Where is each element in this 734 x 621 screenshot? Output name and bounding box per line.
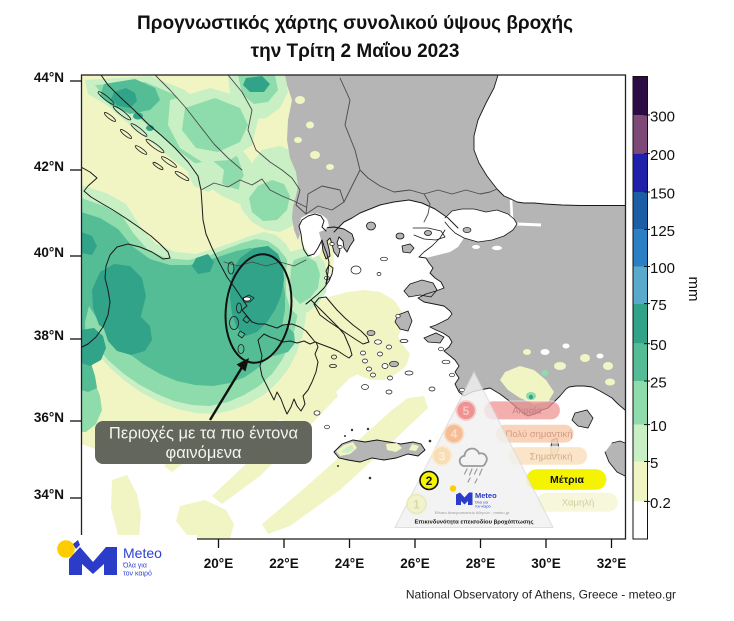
svg-text:Σημαντική: Σημαντική <box>530 452 573 463</box>
svg-text:Meteo: Meteo <box>123 545 162 561</box>
svg-text:τον καιρό: τον καιρό <box>475 505 491 509</box>
svg-text:25: 25 <box>650 375 667 392</box>
svg-text:36°N: 36°N <box>34 410 64 425</box>
svg-text:Περιοχές με τα πιο έντονα: Περιοχές με τα πιο έντονα <box>109 425 299 443</box>
svg-text:75: 75 <box>650 297 667 314</box>
svg-text:24°E: 24°E <box>335 556 364 571</box>
svg-text:200: 200 <box>650 147 675 164</box>
svg-text:Meteo: Meteo <box>475 491 497 500</box>
svg-text:22°E: 22°E <box>269 556 298 571</box>
svg-text:Ακραία: Ακραία <box>512 406 542 417</box>
svg-text:Προγνωστικός χάρτης συνολικού: Προγνωστικός χάρτης συνολικού ύψους βροχ… <box>137 13 573 34</box>
svg-text:5: 5 <box>463 404 470 418</box>
svg-text:30°E: 30°E <box>531 556 560 571</box>
svg-text:34°N: 34°N <box>34 487 64 502</box>
svg-text:Μέτρια: Μέτρια <box>550 474 585 486</box>
svg-text:φαινόμενα: φαινόμενα <box>166 444 242 462</box>
svg-text:4: 4 <box>451 427 458 441</box>
svg-text:125: 125 <box>650 223 675 240</box>
svg-text:100: 100 <box>650 260 675 277</box>
svg-text:3: 3 <box>439 449 446 463</box>
svg-text:National Observatory of Athens: National Observatory of Athens, Greece -… <box>406 588 676 602</box>
svg-text:26°E: 26°E <box>400 556 429 571</box>
svg-text:Εθνικό Αστεροσκοπείο Αθηνών -: Εθνικό Αστεροσκοπείο Αθηνών - meteo.gr <box>435 510 510 515</box>
svg-text:mm: mm <box>685 277 702 302</box>
svg-text:10: 10 <box>650 418 667 435</box>
svg-text:50: 50 <box>650 337 667 354</box>
svg-text:Όλα για: Όλα για <box>122 563 147 570</box>
svg-text:Επικινδυνότητα επεισοδίου βροχ: Επικινδυνότητα επεισοδίου βροχόπτωσης <box>414 520 533 526</box>
svg-text:42°N: 42°N <box>34 159 64 174</box>
svg-text:Πολύ σημαντική: Πολύ σημαντική <box>505 429 572 440</box>
svg-text:5: 5 <box>650 455 658 472</box>
svg-text:1: 1 <box>413 498 420 512</box>
svg-text:Όλα για: Όλα για <box>474 501 489 505</box>
svg-text:32°E: 32°E <box>597 556 626 571</box>
svg-text:40°N: 40°N <box>34 245 64 260</box>
svg-text:20°E: 20°E <box>204 556 233 571</box>
svg-text:38°N: 38°N <box>34 328 64 343</box>
svg-text:την Τρίτη 2 Μαΐου 2023: την Τρίτη 2 Μαΐου 2023 <box>251 41 460 62</box>
svg-text:150: 150 <box>650 186 675 203</box>
svg-text:28°E: 28°E <box>466 556 495 571</box>
svg-text:2: 2 <box>426 474 433 488</box>
svg-text:Χαμηλή: Χαμηλή <box>562 498 595 509</box>
svg-text:44°N: 44°N <box>34 70 64 85</box>
svg-text:τον καιρό: τον καιρό <box>123 570 152 578</box>
svg-text:0.2: 0.2 <box>650 495 671 512</box>
svg-text:300: 300 <box>650 109 675 126</box>
